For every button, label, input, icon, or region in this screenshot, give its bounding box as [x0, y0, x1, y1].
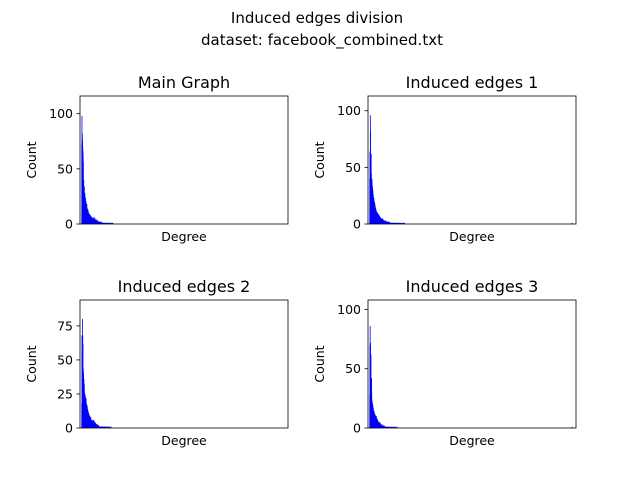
subplot-2-xlabel: Degree — [449, 229, 495, 244]
subplot-2-ytick-label: 50 — [345, 160, 361, 175]
subplot-4-bar — [394, 426, 395, 428]
subplot-4-bar — [391, 426, 393, 428]
subplot-3-bar — [106, 426, 108, 428]
subplot-2-bar — [402, 222, 404, 224]
subplot-4: 0 50 100 Induced edges 3 Degree Count — [312, 277, 577, 448]
subplot-1-bar — [112, 222, 114, 224]
subplot-2-bar — [395, 222, 397, 224]
subplot-4-bar — [393, 426, 395, 428]
subplot-1-bar — [111, 222, 113, 224]
subplot-3-bar — [110, 426, 112, 428]
subplot-2-bar — [401, 222, 403, 224]
subplot-2-bar — [399, 222, 401, 224]
subplot-2-title: Induced edges 1 — [406, 73, 539, 92]
subplot-2-bars — [369, 115, 573, 224]
figure-suptitle-line2: dataset: facebook_combined.txt — [201, 31, 443, 50]
subplot-2-bar — [403, 222, 405, 224]
subplot-4-bar — [390, 426, 392, 428]
subplot-4-bar — [390, 426, 392, 428]
subplot-2-bar — [400, 222, 402, 224]
subplot-3-bar — [104, 426, 106, 428]
subplot-4-bar — [395, 426, 397, 428]
subplot-3: 0 25 50 75 Induced edges 2 Degree Count — [24, 277, 289, 448]
subplot-3-axes-frame — [79, 299, 289, 429]
subplot-4-bar — [388, 426, 389, 428]
subplot-1-axes-frame — [79, 95, 289, 225]
subplot-2-bar — [404, 222, 405, 224]
subplot-3-ytick-label: 75 — [57, 318, 73, 333]
subplot-2-bar — [396, 222, 398, 224]
subplot-1-bar — [100, 221, 102, 224]
subplot-2-bar — [571, 222, 573, 224]
subplot-4-ytick-label: 0 — [353, 421, 361, 436]
subplots: 0 50 100 Main Graph Degree Count 0 50 100 Induced… — [24, 73, 577, 448]
subplot-1-bars — [81, 115, 114, 224]
subplot-2-ytick-label: 100 — [337, 103, 361, 118]
subplot-3-bar — [103, 426, 105, 428]
subplot-1-ytick-label: 100 — [49, 106, 73, 121]
subplot-2-bar — [389, 221, 390, 224]
subplot-3-ytick-label: 50 — [57, 352, 73, 367]
subplot-3-ytick-label: 0 — [65, 421, 73, 436]
subplot-2-bar — [398, 222, 400, 224]
subplot-2-bar — [396, 222, 398, 224]
subplot-4-ylabel: Count — [312, 345, 327, 382]
subplot-4-bar — [392, 426, 394, 428]
subplot-3-bar — [109, 426, 111, 428]
subplot-4-ytick-label: 50 — [345, 361, 361, 376]
subplot-1-bar — [99, 221, 101, 224]
subplot-3-bar — [102, 426, 104, 428]
subplot-1-bar — [99, 221, 101, 224]
subplot-3-ytick-label: 25 — [57, 386, 73, 401]
subplot-2-axes-frame — [367, 95, 577, 225]
subplot-3-bar — [105, 426, 107, 428]
subplot-1-bar — [110, 222, 111, 224]
subplot-1-ylabel: Count — [24, 141, 39, 178]
figure-suptitle-line1: Induced edges division — [231, 9, 403, 27]
subplot-4-bar — [396, 426, 398, 428]
subplot-3-bar — [104, 426, 106, 428]
subplot-2-bar — [394, 222, 396, 224]
subplot-4-bar — [391, 426, 393, 428]
subplot-2-ytick-label: 0 — [353, 217, 361, 232]
subplot-1-ytick-label: 50 — [57, 161, 73, 176]
subplot-2-bar — [387, 221, 388, 224]
subplot-4-ytick-label: 100 — [337, 302, 361, 317]
subplot-2-bar — [387, 221, 389, 224]
subplot-2-bar — [397, 222, 399, 224]
subplot-3-bars — [81, 319, 112, 428]
subplot-3-bar — [106, 426, 107, 428]
subplot-1-xlabel: Degree — [161, 229, 207, 244]
subplot-3-bar — [109, 426, 110, 428]
subplot-1-bar — [108, 222, 109, 224]
subplot-4-bar — [571, 426, 573, 428]
subplot-4-title: Induced edges 3 — [406, 277, 539, 296]
subplot-4-bar — [389, 426, 391, 428]
subplot-3-ylabel: Count — [24, 345, 39, 382]
subplot-1-ytick-label: 0 — [65, 217, 73, 232]
subplot-3-bar — [107, 426, 109, 428]
subplot-1-bar — [111, 222, 113, 224]
subplot-4-xlabel: Degree — [449, 433, 495, 448]
subplot-1: 0 50 100 Main Graph Degree Count — [24, 73, 289, 244]
subplot-2-bar — [402, 222, 403, 224]
subplot-1-bar — [109, 222, 110, 224]
subplot-3-xlabel: Degree — [161, 433, 207, 448]
subplot-2-bar — [398, 222, 399, 224]
subplot-1-bar — [101, 221, 103, 224]
subplot-2: 0 50 100 Induced edges 1 Degree Count — [312, 73, 577, 244]
subplot-2-bar — [388, 221, 390, 224]
subplot-2-ylabel: Count — [312, 141, 327, 178]
subplot-3-bar — [108, 426, 110, 428]
subplot-3-title: Induced edges 2 — [118, 277, 251, 296]
subplot-2-bar — [400, 222, 401, 224]
subplot-4-bar — [389, 426, 390, 428]
subplot-4-bars — [369, 326, 573, 428]
subplot-4-bar — [394, 426, 396, 428]
subplot-1-bar — [110, 222, 112, 224]
subplot-1-title: Main Graph — [138, 73, 230, 92]
subplot-4-axes-frame — [367, 299, 577, 429]
